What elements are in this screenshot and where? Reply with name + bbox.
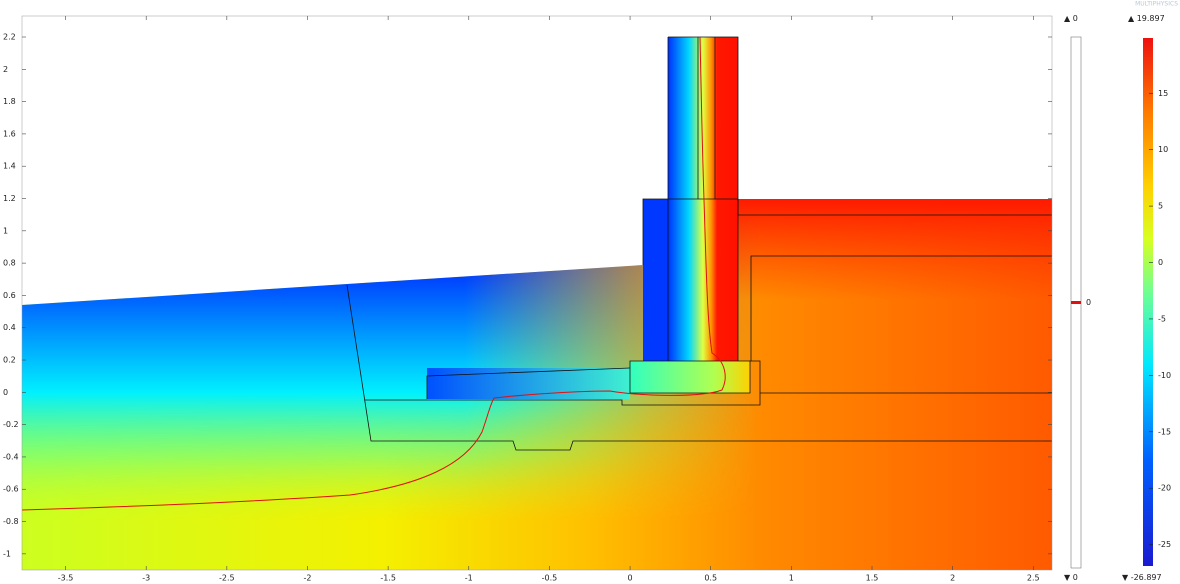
y-tick-label: 1.4 bbox=[3, 162, 16, 171]
y-tick-label: 1.8 bbox=[3, 97, 16, 106]
color-tick-label: 10 bbox=[1158, 145, 1168, 154]
y-tick-label: 0 bbox=[3, 388, 8, 397]
contour-min: ▼ 0 bbox=[1064, 573, 1078, 582]
color-tick-label: 0 bbox=[1158, 258, 1163, 267]
x-tick-label: -3 bbox=[142, 574, 150, 583]
x-tick-label: 0 bbox=[628, 574, 633, 583]
contour-level-label: 0 bbox=[1086, 298, 1091, 307]
y-tick-label: 0.8 bbox=[3, 259, 16, 268]
y-tick-label: 1 bbox=[3, 226, 8, 235]
x-tick-label: 2.5 bbox=[1027, 574, 1040, 583]
color-bar bbox=[1143, 38, 1153, 566]
x-tick-label: -3.5 bbox=[58, 574, 74, 583]
y-tick-label: -1 bbox=[3, 549, 11, 558]
x-tick-label: -2.5 bbox=[219, 574, 235, 583]
color-min: ▼ -26.897 bbox=[1122, 573, 1162, 582]
x-tick-label: -1.5 bbox=[380, 574, 396, 583]
contour-max-value: 0 bbox=[1073, 14, 1078, 23]
x-tick-label: 1 bbox=[789, 574, 794, 583]
color-tick-label: -15 bbox=[1158, 427, 1171, 436]
x-tick-label: -1 bbox=[465, 574, 473, 583]
y-tick-label: 0.2 bbox=[3, 356, 16, 365]
y-tick-label: 1.2 bbox=[3, 194, 16, 203]
y-tick-label: -0.4 bbox=[3, 452, 19, 461]
contour-level bbox=[1071, 301, 1081, 304]
color-min-value: -26.897 bbox=[1131, 573, 1162, 582]
color-max: ▲ 19.897 bbox=[1128, 14, 1165, 23]
y-tick-label: 0.4 bbox=[3, 323, 16, 332]
color-tick-label: -5 bbox=[1158, 314, 1166, 323]
color-tick-label: -25 bbox=[1158, 540, 1171, 549]
y-tick-label: 2.2 bbox=[3, 32, 16, 41]
color-tick-label: 5 bbox=[1158, 202, 1163, 211]
y-tick-label: 1.6 bbox=[3, 129, 16, 138]
color-tick-label: -20 bbox=[1158, 484, 1171, 493]
field bbox=[22, 37, 1052, 570]
x-tick-label: -2 bbox=[303, 574, 311, 583]
x-tick-label: 0.5 bbox=[704, 574, 717, 583]
contour-line bbox=[21, 36, 726, 511]
contour-min-value: 0 bbox=[1073, 573, 1078, 582]
contour-max: ▲ 0 bbox=[1064, 14, 1078, 23]
y-tick-label: 2 bbox=[3, 65, 8, 74]
x-tick-label: -0.5 bbox=[542, 574, 558, 583]
y-tick-label: -0.6 bbox=[3, 485, 19, 494]
color-tick-label: 15 bbox=[1158, 89, 1168, 98]
y-tick-label: 0.6 bbox=[3, 291, 16, 300]
x-tick-label: 2 bbox=[950, 574, 955, 583]
color-max-value: 19.897 bbox=[1137, 14, 1165, 23]
y-tick-label: -0.8 bbox=[3, 517, 19, 526]
color-tick-label: -10 bbox=[1158, 371, 1171, 380]
y-tick-label: -0.2 bbox=[3, 420, 19, 429]
x-tick-label: 1.5 bbox=[866, 574, 879, 583]
plot-frame bbox=[21, 15, 1053, 571]
logo: MULTIPHYSICS bbox=[1135, 1, 1178, 8]
